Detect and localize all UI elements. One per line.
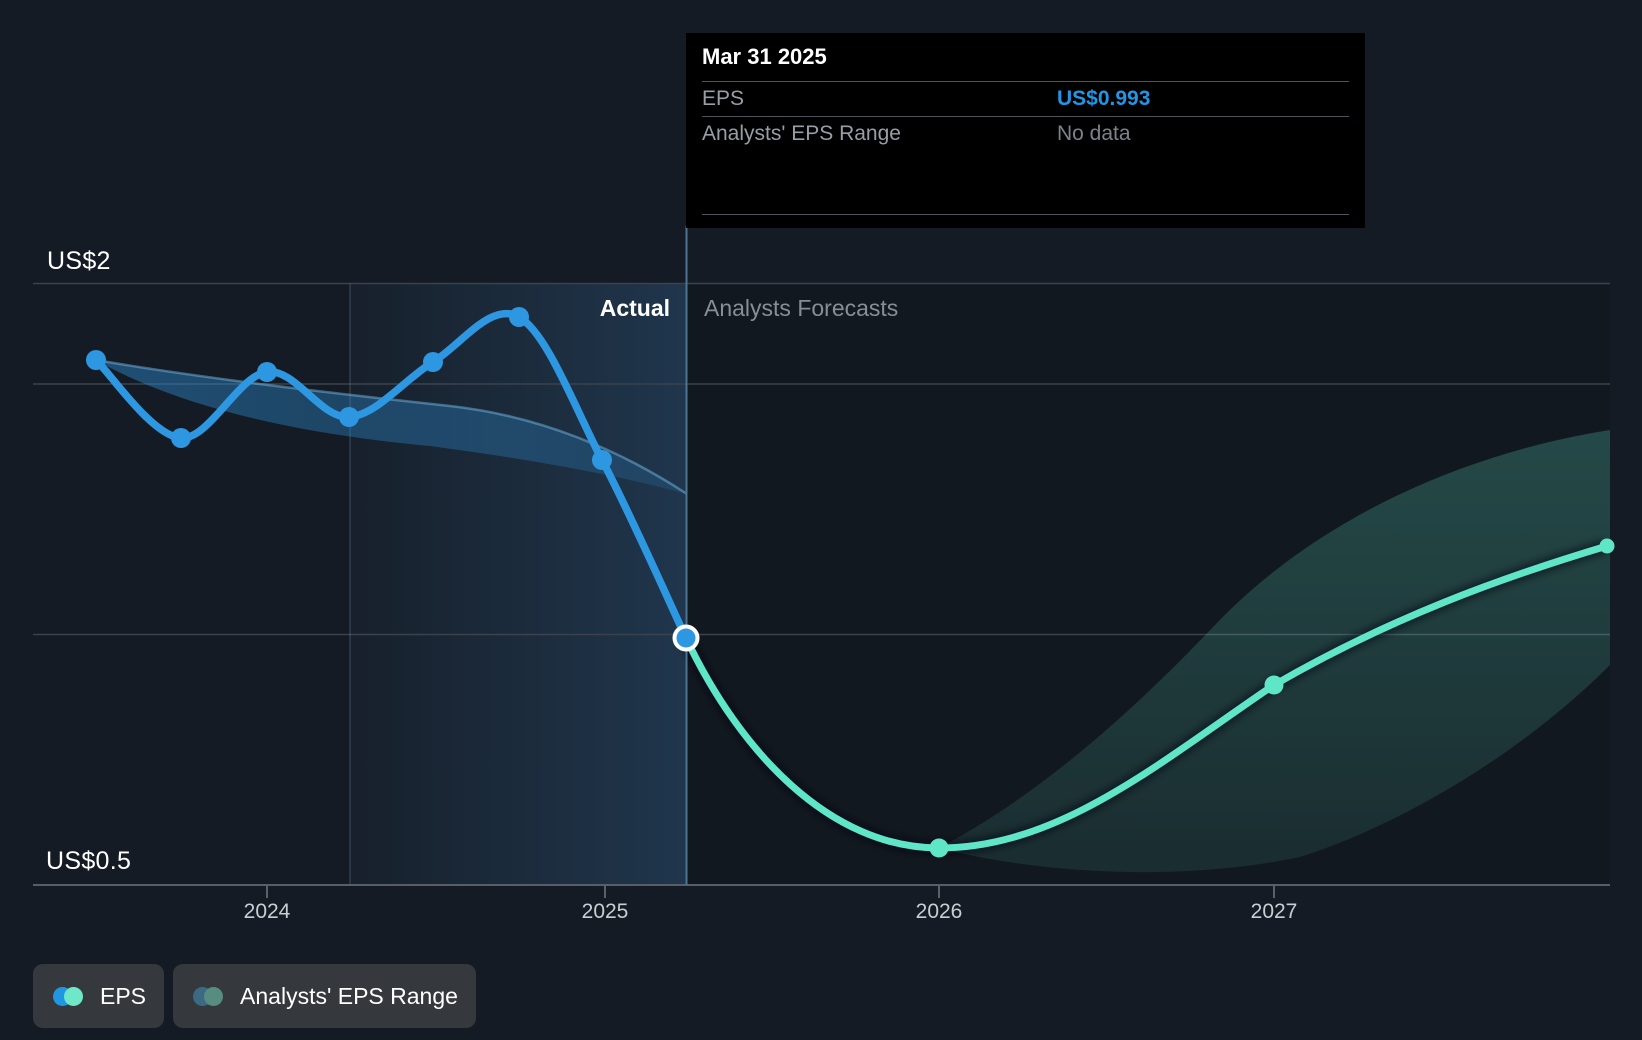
y-axis-label-top: US$2	[47, 247, 111, 275]
tooltip: Mar 31 2025 EPS US$0.993 Analysts' EPS R…	[686, 33, 1365, 228]
x-axis-label: 2026	[915, 900, 963, 923]
y-axis-label-bottom: US$0.5	[46, 847, 132, 875]
legend-label-eps-range: Analysts' EPS Range	[240, 982, 458, 1009]
forecast-data-point[interactable]	[929, 838, 949, 858]
forecast-data-point[interactable]	[1264, 675, 1284, 695]
range-legend-dot-teal-icon	[204, 986, 224, 1006]
tooltip-eps-value: US$0.993	[1057, 87, 1151, 110]
actual-data-point[interactable]	[509, 307, 529, 327]
actual-data-point[interactable]	[592, 450, 612, 470]
actual-range-band-edge	[95, 358, 688, 496]
tooltip-date: Mar 31 2025	[702, 33, 1349, 82]
forecast-phase-label: Analysts Forecasts	[704, 295, 899, 321]
tooltip-row-range: Analysts' EPS Range No data	[702, 117, 1349, 151]
actual-data-point[interactable]	[257, 362, 277, 382]
tooltip-range-value: No data	[1057, 122, 1131, 145]
tooltip-divider	[702, 214, 1349, 215]
analysts-eps-range-band	[939, 430, 1610, 873]
tooltip-eps-label: EPS	[702, 87, 745, 110]
actual-data-point[interactable]	[171, 428, 191, 448]
tooltip-range-label: Analysts' EPS Range	[702, 122, 901, 145]
hovered-point[interactable]	[676, 628, 696, 648]
x-axis-label: 2027	[1250, 900, 1298, 923]
eps-forecast-line	[682, 542, 1611, 852]
actual-data-point[interactable]	[86, 350, 106, 370]
actual-range-band	[96, 360, 687, 494]
forecast-end-point[interactable]	[1599, 538, 1615, 554]
x-axis-label: 2024	[243, 900, 291, 923]
eps-legend-dot-teal-icon	[64, 986, 83, 1006]
actual-data-point[interactable]	[339, 407, 359, 427]
x-axis-label: 2025	[581, 900, 629, 923]
actual-phase-label: Actual	[599, 295, 670, 321]
tooltip-row-eps: EPS US$0.993	[702, 82, 1349, 117]
legend-item-eps[interactable]: EPS	[33, 964, 165, 1028]
recent-period-highlight	[350, 283, 687, 885]
actual-data-point[interactable]	[423, 352, 443, 372]
legend: EPS Analysts' EPS Range	[33, 964, 476, 1028]
legend-item-eps-range[interactable]: Analysts' EPS Range	[173, 964, 476, 1028]
legend-label-eps: EPS	[100, 982, 147, 1009]
